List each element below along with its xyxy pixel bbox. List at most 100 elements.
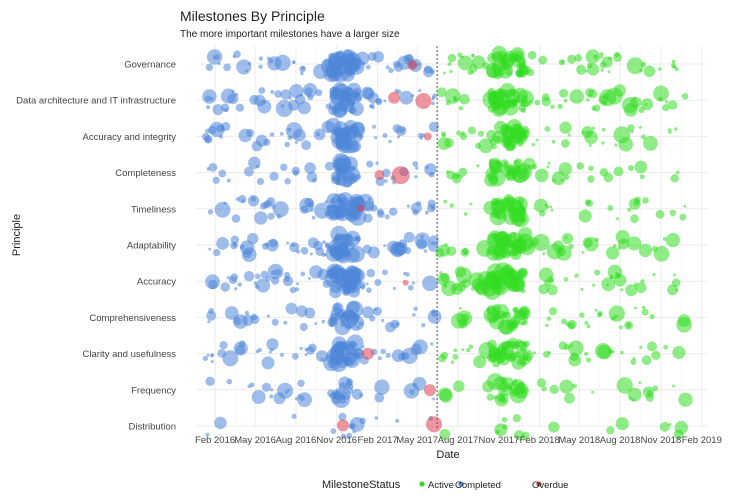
data-point-active	[447, 62, 452, 66]
data-point-active	[640, 279, 645, 284]
data-point-active	[499, 319, 515, 335]
data-point-completed	[261, 356, 275, 370]
data-point-active	[498, 55, 508, 65]
data-point-completed	[253, 281, 258, 286]
data-point-active	[535, 168, 549, 183]
data-point-completed	[296, 305, 308, 318]
data-point-completed	[207, 209, 214, 215]
data-point-active	[627, 236, 642, 251]
data-point-active	[574, 273, 579, 278]
data-point-completed	[224, 306, 239, 320]
data-point-active	[468, 344, 474, 350]
data-point-active	[670, 174, 679, 183]
data-point-active	[557, 103, 563, 110]
data-point-active	[595, 343, 611, 359]
data-point-completed	[429, 235, 440, 246]
data-point-active	[667, 284, 678, 296]
data-point-active	[576, 64, 587, 75]
data-point-completed	[312, 178, 317, 183]
data-point-completed	[421, 323, 426, 328]
data-point-completed	[208, 125, 217, 135]
data-point-completed	[414, 232, 431, 249]
data-point-active	[491, 144, 497, 150]
data-point-active	[639, 174, 645, 180]
data-point-active	[665, 233, 681, 248]
data-point-active	[551, 139, 556, 144]
data-point-active	[672, 384, 675, 388]
data-point-active	[669, 209, 677, 217]
data-point-completed	[297, 392, 312, 407]
data-point-completed	[333, 83, 351, 102]
data-point-active	[658, 67, 662, 71]
data-point-active	[440, 351, 449, 360]
data-point-completed	[340, 136, 358, 154]
data-point-active	[559, 121, 572, 134]
data-point-completed	[219, 341, 228, 350]
data-point-completed	[344, 124, 360, 140]
data-point-completed	[325, 161, 334, 171]
data-point-completed	[331, 391, 341, 400]
data-point-active	[544, 203, 548, 207]
data-point-active	[518, 269, 526, 278]
data-point-completed	[352, 348, 365, 360]
data-point-completed	[374, 392, 385, 403]
data-point-completed	[272, 201, 289, 218]
data-point-completed	[416, 201, 422, 207]
data-point-active	[664, 100, 669, 104]
data-point-active	[538, 267, 554, 282]
data-point-completed	[206, 353, 210, 357]
data-point-active	[586, 98, 590, 102]
data-point-active	[564, 392, 575, 404]
data-point-active	[437, 137, 451, 150]
data-point-active	[671, 278, 681, 288]
y-tick-label: Clarity and usefulness	[83, 349, 177, 360]
data-point-completed	[428, 121, 440, 132]
data-point-active	[533, 198, 548, 213]
data-point-completed	[270, 348, 274, 352]
data-point-active	[655, 209, 665, 219]
data-point-active	[559, 379, 574, 394]
data-point-active	[473, 355, 487, 369]
data-point-active	[439, 428, 451, 440]
data-point-active	[567, 322, 575, 330]
data-point-active	[467, 126, 477, 135]
data-point-active	[515, 351, 522, 358]
data-point-completed	[226, 378, 233, 385]
data-point-completed	[299, 323, 308, 331]
data-point-active	[668, 422, 672, 426]
data-point-active	[469, 202, 473, 206]
data-point-completed	[365, 64, 371, 70]
data-point-active	[659, 421, 670, 432]
data-point-completed	[430, 206, 435, 211]
data-point-completed	[244, 310, 250, 316]
data-point-active	[549, 205, 553, 209]
legend-label: Completed	[455, 480, 501, 491]
y-tick-label: Adaptability	[127, 241, 176, 252]
data-point-completed	[375, 161, 379, 165]
data-point-completed	[321, 319, 326, 324]
data-point-active	[591, 390, 595, 394]
data-point-active	[642, 386, 655, 398]
data-point-active	[546, 316, 552, 321]
data-point-active	[453, 97, 458, 102]
data-point-completed	[346, 432, 353, 439]
data-point-active	[550, 104, 555, 110]
data-point-completed	[405, 272, 410, 277]
data-point-completed	[206, 310, 217, 321]
data-point-active	[545, 323, 549, 328]
data-point-active	[599, 52, 604, 56]
data-point-completed	[411, 281, 416, 285]
data-point-completed	[300, 71, 304, 76]
data-point-completed	[334, 157, 352, 175]
data-point-active	[627, 387, 642, 402]
data-point-active	[496, 89, 507, 99]
data-point-completed	[330, 176, 339, 184]
data-point-completed	[384, 179, 388, 183]
data-point-completed	[275, 100, 293, 117]
data-point-completed	[207, 320, 211, 324]
data-point-active	[563, 277, 569, 282]
data-point-completed	[257, 347, 262, 353]
data-point-completed	[270, 276, 280, 285]
data-point-active	[506, 232, 524, 250]
data-point-overdue	[426, 416, 442, 433]
